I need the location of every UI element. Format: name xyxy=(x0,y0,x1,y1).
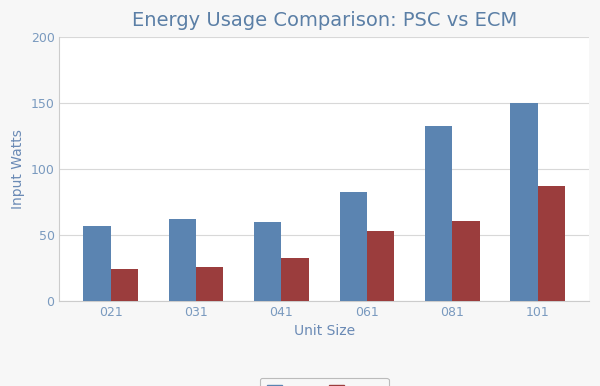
Legend: PSC, ECM: PSC, ECM xyxy=(260,378,389,386)
Bar xyxy=(452,221,479,301)
Bar xyxy=(196,267,223,301)
Bar xyxy=(425,125,452,301)
Bar xyxy=(110,269,138,301)
Title: Energy Usage Comparison: PSC vs ECM: Energy Usage Comparison: PSC vs ECM xyxy=(131,11,517,30)
Bar xyxy=(340,191,367,301)
Bar xyxy=(538,186,565,301)
Bar xyxy=(367,231,394,301)
Bar xyxy=(83,226,110,301)
Bar xyxy=(169,219,196,301)
Bar xyxy=(511,103,538,301)
Bar xyxy=(254,222,281,301)
Bar xyxy=(281,257,309,301)
X-axis label: Unit Size: Unit Size xyxy=(293,325,355,339)
Y-axis label: Input Watts: Input Watts xyxy=(11,129,25,209)
